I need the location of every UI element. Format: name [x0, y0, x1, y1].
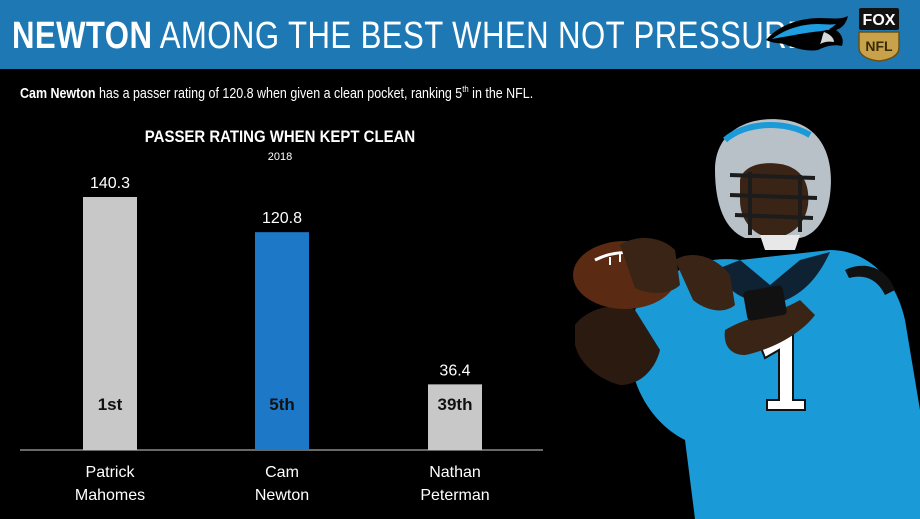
summary-end: in the NFL.	[468, 85, 534, 102]
value-label-2: 36.4	[439, 362, 470, 379]
page-title-bold: NEWTON	[12, 15, 153, 57]
summary-text: Cam Newton has a passer rating of 120.8 …	[20, 84, 533, 102]
rank-label-2: 39th	[438, 395, 473, 414]
bar-1	[255, 232, 309, 450]
quarterback-photo-icon: 1	[573, 119, 920, 519]
chart-year: 2018	[267, 151, 293, 163]
panthers-logo-icon	[766, 16, 848, 51]
chart-title: PASSER RATING WHEN KEPT CLEAN	[144, 127, 416, 146]
category-label-0-1: Mahomes	[75, 487, 145, 504]
bar-chart: 140.3 1st Patrick Mahomes 120.8 5th Cam Newton 3…	[20, 175, 543, 504]
category-label-0-0: Patrick	[86, 464, 136, 481]
value-label-1: 120.8	[262, 210, 302, 227]
header-banner: NEWTON AMONG THE BEST WHEN NOT PRESSURED…	[0, 0, 920, 69]
rank-label-0: 1st	[98, 395, 123, 414]
page-title-rest: AMONG THE BEST WHEN NOT PRESSURED	[159, 15, 832, 57]
category-label-1-1: Newton	[255, 487, 309, 504]
summary-body: has a passer rating of 120.8 when given …	[95, 85, 463, 102]
summary-rank-suffix: th	[462, 84, 469, 94]
category-label-2-0: Nathan	[429, 464, 481, 481]
nfl-logo-text: NFL	[865, 38, 893, 54]
fox-nfl-logo: FOX NFL	[856, 6, 902, 62]
page-title: NEWTON AMONG THE BEST WHEN NOT PRESSURED	[12, 14, 831, 58]
bar-0	[83, 197, 137, 450]
bar-2	[428, 384, 482, 450]
value-label-0: 140.3	[90, 175, 130, 192]
fox-logo-text: FOX	[863, 12, 896, 29]
category-label-1-0: Cam	[265, 464, 299, 481]
category-label-2-1: Peterman	[420, 487, 489, 504]
summary-player-name: Cam Newton	[20, 85, 96, 102]
rank-label-1: 5th	[269, 395, 295, 414]
